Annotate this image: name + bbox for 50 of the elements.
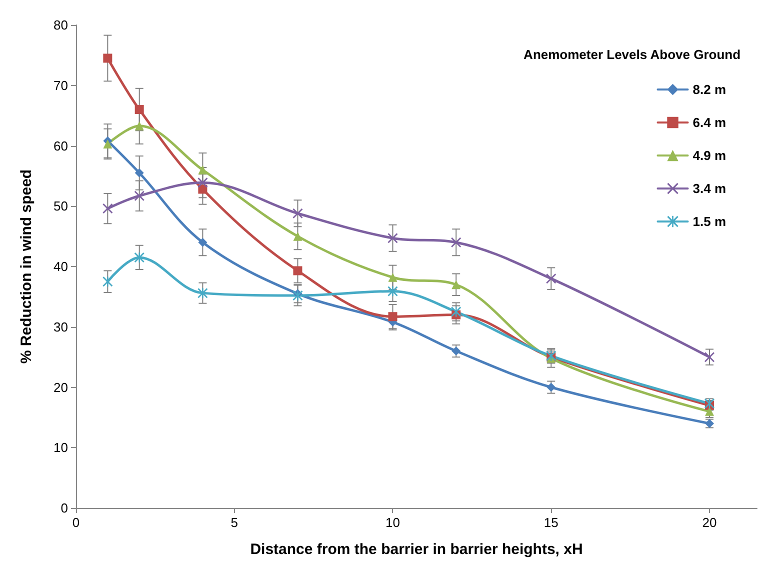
y-tick-label: 80 [54,18,68,32]
x-tick-label: 0 [72,515,80,530]
legend-label: 8.2 m [692,82,726,97]
point [103,54,112,63]
point [134,190,144,201]
point [704,418,714,428]
point [103,139,112,148]
point [292,208,303,218]
x-tick-label: 10 [386,515,400,530]
point [102,204,113,214]
y-axis-title: % Reduction in wind speed [18,169,35,364]
point [452,346,461,356]
point [388,286,398,296]
x-tick-label: 15 [544,515,558,530]
point [388,233,398,244]
point [451,237,462,248]
legend-title: Anemometer Levels Above Ground [524,47,741,62]
y-tick-label: 40 [54,259,68,274]
point [198,178,208,188]
x-axis-title: Distance from the barrier in barrier heights, xH [250,541,583,558]
point [452,280,461,290]
legend-label: 1.5 m [692,214,726,229]
y-tick-label: 10 [54,440,68,456]
point [293,266,302,276]
x-tick-label: 5 [230,515,238,530]
point [704,352,714,362]
y-tick-label: 0 [60,500,68,516]
point [451,306,462,317]
point [134,252,144,262]
point [134,168,144,178]
point [293,232,302,241]
point [546,382,556,392]
point [388,312,398,322]
y-tick-label: 70 [54,78,68,93]
legend-label: 4.9 m [692,148,726,163]
point [198,165,208,174]
y-tick-label: 60 [54,138,68,154]
point [546,274,556,284]
y-tick-label: 50 [54,198,68,214]
legend-label: 6.4 m [692,115,726,130]
y-tick-label: 20 [54,380,68,395]
point [134,105,144,114]
y-tick-label: 30 [54,319,68,334]
point [388,272,398,282]
point [134,121,144,130]
point [198,238,208,247]
legend-label: 3.4 m [692,181,726,196]
point [102,276,113,287]
point [198,288,208,298]
x-tick-label: 20 [702,515,717,530]
